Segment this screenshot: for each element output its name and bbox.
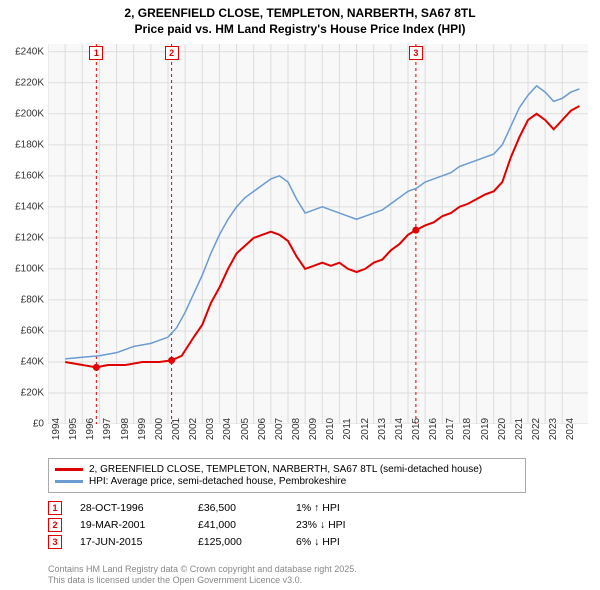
x-tick-label: 2017 <box>445 418 456 440</box>
y-tick-label: £0 <box>0 419 44 430</box>
sale-diff-2: 23% ↓ HPI <box>296 519 396 531</box>
x-tick-label: 2004 <box>222 418 233 440</box>
chart-title: 2, GREENFIELD CLOSE, TEMPLETON, NARBERTH… <box>0 0 600 37</box>
x-tick-label: 2006 <box>257 418 268 440</box>
x-tick-label: 2014 <box>394 418 405 440</box>
y-tick-label: £200K <box>0 108 44 119</box>
x-tick-label: 2019 <box>480 418 491 440</box>
x-tick-label: 1996 <box>85 418 96 440</box>
x-tick-label: 2018 <box>462 418 473 440</box>
x-tick-label: 2011 <box>342 418 353 440</box>
legend-item-price: 2, GREENFIELD CLOSE, TEMPLETON, NARBERTH… <box>55 464 519 475</box>
footer: Contains HM Land Registry data © Crown c… <box>48 564 357 586</box>
sale-price-1: £36,500 <box>198 502 278 514</box>
x-tick-label: 1999 <box>137 418 148 440</box>
x-tick-label: 1997 <box>102 418 113 440</box>
y-tick-label: £160K <box>0 170 44 181</box>
x-tick-label: 2007 <box>274 418 285 440</box>
y-tick-label: £60K <box>0 325 44 336</box>
x-tick-label: 2010 <box>325 418 336 440</box>
table-row: 2 19-MAR-2001 £41,000 23% ↓ HPI <box>48 518 396 532</box>
x-tick-label: 2012 <box>360 418 371 440</box>
sale-price-2: £41,000 <box>198 519 278 531</box>
legend-label-hpi: HPI: Average price, semi-detached house,… <box>89 476 346 487</box>
sale-date-1: 28-OCT-1996 <box>80 502 180 514</box>
x-tick-label: 2013 <box>377 418 388 440</box>
y-tick-label: £240K <box>0 46 44 57</box>
x-tick-label: 2023 <box>548 418 559 440</box>
table-row: 1 28-OCT-1996 £36,500 1% ↑ HPI <box>48 501 396 515</box>
legend-item-hpi: HPI: Average price, semi-detached house,… <box>55 476 519 487</box>
sale-diff-1: 1% ↑ HPI <box>296 502 396 514</box>
legend-label-price: 2, GREENFIELD CLOSE, TEMPLETON, NARBERTH… <box>89 464 482 475</box>
y-tick-label: £120K <box>0 232 44 243</box>
y-tick-label: £140K <box>0 201 44 212</box>
x-tick-label: 2003 <box>205 418 216 440</box>
x-tick-label: 2022 <box>531 418 542 440</box>
legend: 2, GREENFIELD CLOSE, TEMPLETON, NARBERTH… <box>48 458 526 493</box>
legend-swatch-price <box>55 468 83 471</box>
y-tick-label: £20K <box>0 387 44 398</box>
y-tick-label: £180K <box>0 139 44 150</box>
sale-price-3: £125,000 <box>198 536 278 548</box>
sale-date-3: 17-JUN-2015 <box>80 536 180 548</box>
y-tick-label: £80K <box>0 294 44 305</box>
sale-index-2: 2 <box>48 518 62 532</box>
x-tick-label: 2000 <box>154 418 165 440</box>
sale-diff-3: 6% ↓ HPI <box>296 536 396 548</box>
x-tick-label: 1995 <box>68 418 79 440</box>
x-tick-label: 1994 <box>51 418 62 440</box>
sale-marker: 3 <box>409 46 423 60</box>
x-tick-label: 2009 <box>308 418 319 440</box>
x-tick-label: 2020 <box>497 418 508 440</box>
sale-date-2: 19-MAR-2001 <box>80 519 180 531</box>
sale-index-1: 1 <box>48 501 62 515</box>
table-row: 3 17-JUN-2015 £125,000 6% ↓ HPI <box>48 535 396 549</box>
x-tick-label: 1998 <box>120 418 131 440</box>
footer-copyright: Contains HM Land Registry data © Crown c… <box>48 564 357 575</box>
x-tick-label: 2008 <box>291 418 302 440</box>
sale-marker: 2 <box>165 46 179 60</box>
chart-container: 2, GREENFIELD CLOSE, TEMPLETON, NARBERTH… <box>0 0 600 590</box>
x-tick-label: 2001 <box>171 418 182 440</box>
y-tick-label: £100K <box>0 263 44 274</box>
legend-swatch-hpi <box>55 480 83 483</box>
plot-svg <box>48 44 588 424</box>
x-tick-label: 2021 <box>514 418 525 440</box>
x-tick-label: 2015 <box>411 418 422 440</box>
title-line-2: Price paid vs. HM Land Registry's House … <box>0 22 600 38</box>
sale-marker: 1 <box>89 46 103 60</box>
x-tick-label: 2005 <box>240 418 251 440</box>
x-tick-label: 2002 <box>188 418 199 440</box>
y-tick-label: £40K <box>0 356 44 367</box>
sale-index-3: 3 <box>48 535 62 549</box>
chart-area: £0£20K£40K£60K£80K£100K£120K£140K£160K£1… <box>48 44 588 424</box>
title-line-1: 2, GREENFIELD CLOSE, TEMPLETON, NARBERTH… <box>0 6 600 22</box>
sales-table: 1 28-OCT-1996 £36,500 1% ↑ HPI 2 19-MAR-… <box>48 498 396 552</box>
x-tick-label: 2016 <box>428 418 439 440</box>
footer-license: This data is licensed under the Open Gov… <box>48 575 357 586</box>
y-tick-label: £220K <box>0 77 44 88</box>
x-tick-label: 2024 <box>565 418 576 440</box>
